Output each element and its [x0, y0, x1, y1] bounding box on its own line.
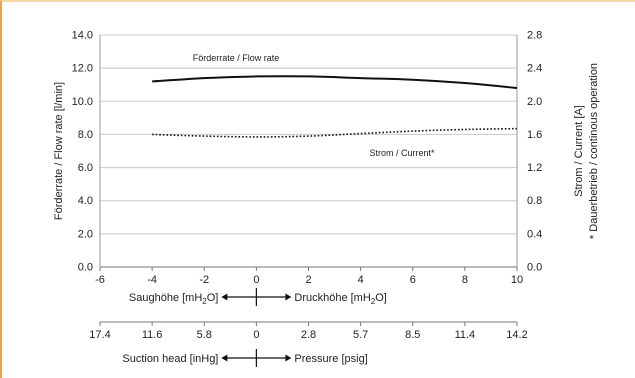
- scale-2-tick-label: 14.2: [506, 329, 527, 341]
- x-tick-label: 8: [462, 274, 468, 286]
- scale-2-arrow: [221, 349, 292, 367]
- scale-2-tick-label: 0: [253, 329, 259, 341]
- series-layer: [152, 75, 518, 138]
- y-right-axis-label: Strom / Current [A]: [573, 105, 585, 197]
- x-tick-label: -6: [95, 274, 105, 286]
- x-tick-label: 4: [358, 274, 364, 286]
- y-right-tick-label: 1.2: [527, 162, 542, 174]
- flow-rate-series-label: Förderrate / Flow rate: [193, 53, 280, 63]
- y-right-axis-note: * Dauerbetrieb / continous operation: [588, 63, 600, 239]
- x-tick-label: 10: [511, 274, 523, 286]
- scale-1-left-label: Saughöhe [mH2O]: [129, 292, 218, 306]
- flow-rate-series-line: [152, 75, 518, 90]
- y-left-tick-label: 0.0: [78, 262, 93, 274]
- x-tick-label: -2: [199, 274, 209, 286]
- current-series-line: [152, 127, 518, 138]
- x-tick-label: -4: [147, 274, 157, 286]
- x-tick-label: 0: [253, 274, 259, 286]
- y-left-tick-label: 14.0: [72, 30, 93, 42]
- scale-2-tick-label: 17.4: [89, 329, 110, 341]
- arrow-right-head: [285, 354, 292, 362]
- scale-2-tick-label: 8.5: [405, 329, 420, 341]
- arrow-right-head: [285, 293, 292, 301]
- scale-2-tick-label: 11.6: [142, 329, 163, 341]
- y-left-tick-label: 2.0: [78, 228, 93, 240]
- scale-2-right-label: Pressure [psig]: [294, 353, 367, 365]
- y-right-tick-label: 2.0: [527, 96, 542, 108]
- y-right-tick-label: 2.4: [527, 63, 542, 75]
- y-left-tick-label: 4.0: [78, 195, 93, 207]
- y-left-tick-label: 12.0: [72, 63, 93, 75]
- y-right-tick-label: 1.6: [527, 129, 542, 141]
- x-tick-label: 2: [305, 274, 311, 286]
- label-layer: 0.0 0.0 2.0 0.4 4.0 0.8 6.0 1.2 8.0 1.6 10.0 2.0 12.…: [53, 30, 600, 287]
- y-right-tick-label: 2.8: [527, 30, 542, 42]
- y-left-tick-label: 8.0: [78, 129, 93, 141]
- arrow-left-head: [221, 354, 228, 362]
- axis-layer: [99, 35, 518, 271]
- scale-1-arrow: [221, 288, 292, 306]
- y-right-tick-label: 0.8: [527, 195, 542, 207]
- scale-1-right-label: Druckhöhe [mH2O]: [294, 292, 387, 306]
- current-series-label: Strom / Current*: [369, 148, 435, 158]
- grid-layer: [100, 34, 517, 268]
- y-left-tick-label: 6.0: [78, 162, 93, 174]
- lower-scales: Saughöhe [mH2O] Druckhöhe [mH2O] 17.4 11.6 5…: [89, 288, 528, 367]
- y-right-tick-label: 0.0: [527, 262, 542, 274]
- scale-2-tick-label: 5.8: [197, 329, 212, 341]
- scale-2-tick-label: 5.7: [353, 329, 368, 341]
- arrow-left-head: [221, 293, 228, 301]
- scale-2-left-label: Suction head [inHg]: [122, 353, 218, 365]
- y-right-tick-label: 0.4: [527, 228, 542, 240]
- scale-2-tick-label: 2.8: [301, 329, 316, 341]
- y-left-tick-label: 10.0: [72, 96, 93, 108]
- y-left-axis-label: Förderrate / Flow rate [l/min]: [53, 82, 65, 220]
- scale-2-tick-label: 11.4: [455, 329, 476, 341]
- x-tick-label: 6: [410, 274, 416, 286]
